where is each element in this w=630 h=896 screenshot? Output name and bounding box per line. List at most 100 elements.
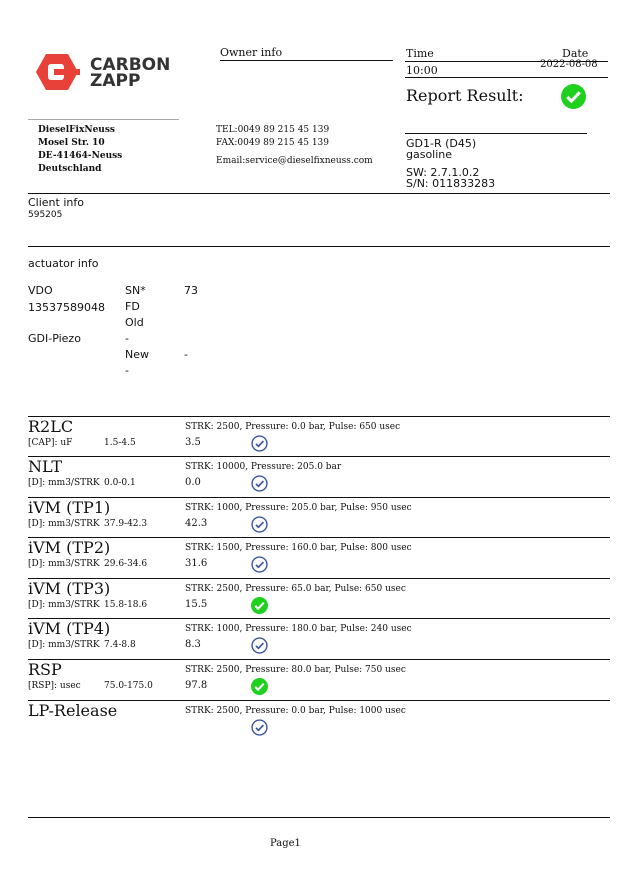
time-value: 10:00 (406, 64, 438, 77)
test-unit: [D]: mm3/STRK (28, 519, 100, 529)
actuator-type: GDI-Piezo (28, 332, 81, 345)
actuator-fd: FD (125, 300, 140, 313)
owner-city: DE-41464-Neuss (38, 151, 123, 161)
date-value: 2022-08-08 (540, 59, 598, 70)
test-conditions: STRK: 2500, Pressure: 80.0 bar, Pulse: 7… (185, 665, 406, 675)
device-fuel: gasoline (406, 148, 453, 161)
actuator-old: Old (125, 316, 144, 329)
owner-fax: FAX:0049 89 215 45 139 (216, 138, 330, 148)
check-circle-green-icon (561, 84, 586, 109)
actuator-sn-label: SN* (125, 284, 146, 297)
test-range: 0.0-0.1 (104, 478, 136, 488)
client-info-title: Client info (28, 196, 84, 209)
logo-text-line1: CARBON (90, 55, 171, 75)
test-name: iVM (TP3) (28, 579, 111, 598)
divider (405, 61, 608, 62)
actuator-sn-value: 73 (184, 284, 198, 297)
device-info: GD1-R (D45) gasoline SW: 2.7.1.0.2 S/N: … (406, 138, 495, 189)
test-value: 42.3 (185, 518, 208, 529)
actuator-old-value: - (125, 332, 129, 345)
divider (28, 497, 610, 498)
device-model: GD1-R (D45) (406, 137, 477, 150)
owner-email: Email:service@dieselfixneuss.com (216, 156, 373, 166)
test-value: 31.6 (185, 558, 208, 569)
test-value: 8.3 (185, 639, 201, 650)
test-name: iVM (TP2) (28, 538, 111, 557)
test-unit: [RSP]: usec (28, 681, 81, 691)
test-name: iVM (TP1) (28, 498, 111, 517)
test-unit: [CAP]: uF (28, 438, 73, 448)
report-result-label: Report Result: (406, 86, 524, 105)
owner-contact: TEL:0049 89 215 45 139 FAX:0049 89 215 4… (216, 124, 373, 168)
test-conditions: STRK: 2500, Pressure: 65.0 bar, Pulse: 6… (185, 584, 406, 594)
test-name: LP-Release (28, 701, 118, 720)
test-range: 75.0-175.0 (104, 681, 153, 691)
carbon-zapp-logo-icon (36, 54, 80, 90)
test-name: R2LC (28, 417, 74, 436)
test-conditions: STRK: 1500, Pressure: 160.0 bar, Pulse: … (185, 543, 412, 553)
check-circle-outline-icon (251, 556, 268, 573)
time-label: Time (406, 47, 434, 60)
divider (28, 659, 610, 660)
test-value: 0.0 (185, 477, 201, 488)
owner-street: Mosel Str. 10 (38, 138, 105, 148)
check-circle-outline-icon (251, 435, 268, 452)
actuator-new-side-value: - (184, 348, 188, 361)
test-conditions: STRK: 2500, Pressure: 0.0 bar, Pulse: 10… (185, 706, 406, 716)
divider (28, 456, 610, 457)
divider (28, 578, 610, 579)
check-circle-outline-icon (251, 719, 268, 736)
divider (28, 119, 179, 120)
divider (28, 193, 610, 194)
test-name: RSP (28, 660, 62, 679)
divider (28, 700, 610, 701)
divider (28, 618, 610, 619)
divider (405, 133, 587, 134)
logo-text-line2: ZAPP (90, 71, 141, 91)
divider (220, 60, 393, 61)
actuator-info-title: actuator info (28, 257, 99, 270)
owner-tel: TEL:0049 89 215 45 139 (216, 125, 330, 135)
device-sw: SW: 2.7.1.0.2 (406, 166, 480, 179)
test-conditions: STRK: 2500, Pressure: 0.0 bar, Pulse: 65… (185, 422, 401, 432)
check-circle-green-icon (251, 678, 268, 695)
actuator-new: New (125, 348, 149, 361)
divider (28, 416, 610, 417)
test-conditions: STRK: 1000, Pressure: 205.0 bar, Pulse: … (185, 503, 412, 513)
divider (28, 537, 610, 538)
divider (405, 77, 608, 78)
test-value: 15.5 (185, 599, 208, 610)
owner-country: Deutschland (38, 164, 102, 174)
check-circle-outline-icon (251, 475, 268, 492)
actuator-brand: VDO (28, 284, 53, 297)
owner-address: DieselFixNeuss Mosel Str. 10 DE-41464-Ne… (38, 124, 122, 176)
owner-name: DieselFixNeuss (38, 125, 115, 135)
test-name: NLT (28, 457, 62, 476)
test-unit: [D]: mm3/STRK (28, 478, 100, 488)
test-unit: [D]: mm3/STRK (28, 559, 100, 569)
test-conditions: STRK: 10000, Pressure: 205.0 bar (185, 462, 342, 472)
owner-info-title: Owner info (220, 46, 283, 59)
test-range: 7.4-8.8 (104, 640, 136, 650)
actuator-new-value: - (125, 364, 129, 377)
test-range: 15.8-18.6 (104, 600, 148, 610)
page-number: Page1 (270, 838, 301, 849)
date-label: Date (562, 47, 589, 60)
test-range: 29.6-34.6 (104, 559, 148, 569)
check-circle-green-icon (251, 597, 268, 614)
divider (28, 817, 610, 818)
test-range: 37.9-42.3 (104, 519, 148, 529)
test-range: 1.5-4.5 (104, 438, 136, 448)
client-id: 595205 (28, 210, 63, 220)
test-unit: [D]: mm3/STRK (28, 640, 100, 650)
check-circle-outline-icon (251, 516, 268, 533)
test-value: 3.5 (185, 437, 201, 448)
device-sn: S/N: 011833283 (406, 177, 496, 190)
actuator-number: 13537589048 (28, 301, 105, 314)
test-conditions: STRK: 1000, Pressure: 180.0 bar, Pulse: … (185, 624, 412, 634)
test-value: 97.8 (185, 680, 208, 691)
divider (28, 246, 610, 247)
check-circle-outline-icon (251, 637, 268, 654)
test-unit: [D]: mm3/STRK (28, 600, 100, 610)
